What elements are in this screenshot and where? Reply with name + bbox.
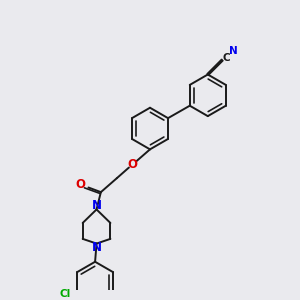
Text: Cl: Cl <box>59 290 70 299</box>
Text: O: O <box>128 158 138 171</box>
Text: C: C <box>222 53 230 63</box>
Text: N: N <box>229 46 237 56</box>
Text: N: N <box>92 199 101 212</box>
Text: O: O <box>76 178 85 190</box>
Text: N: N <box>92 241 101 254</box>
